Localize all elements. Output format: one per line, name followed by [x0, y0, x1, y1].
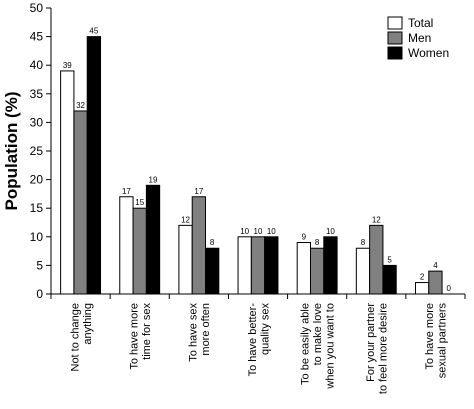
category-label: To have more time for sex — [128, 303, 153, 370]
category-label-line: more often — [200, 303, 212, 356]
data-label: 8 — [361, 238, 366, 247]
y-tick-label: 30 — [30, 115, 44, 129]
category-label-line: to feel more desire — [378, 303, 390, 394]
y-tick-label: 5 — [36, 258, 43, 272]
legend-swatch — [387, 31, 403, 45]
data-label: 0 — [447, 284, 452, 293]
data-label: 5 — [387, 255, 392, 264]
bar — [191, 196, 207, 295]
y-tick-label: 20 — [30, 173, 44, 187]
category-label: Not to change anything — [69, 303, 94, 372]
y-axis-title: Population (%) — [2, 92, 21, 211]
y-tick-label: 0 — [36, 287, 43, 301]
category-label-line: time for sex — [141, 303, 153, 360]
data-label: 10 — [254, 227, 263, 236]
bar — [309, 247, 325, 295]
data-label: 10 — [326, 227, 335, 236]
y-tick-label: 45 — [30, 30, 44, 44]
category-label: To have sex more often — [188, 303, 213, 362]
y-tick-label: 35 — [30, 87, 44, 101]
bar — [428, 270, 443, 295]
category-label-line: quality sex — [259, 303, 271, 355]
category-label-line: To have more — [424, 303, 436, 370]
bar — [323, 236, 338, 295]
bar — [73, 110, 88, 295]
data-label: 45 — [89, 27, 98, 36]
bar — [414, 282, 430, 295]
data-label: 12 — [181, 215, 190, 224]
legend-label: Women — [408, 46, 449, 60]
category-labels: Not to change anything To have more time fo… — [69, 303, 448, 395]
bar — [205, 247, 220, 295]
category-label-line: when you want to — [325, 303, 337, 390]
y-tick-label: 50 — [30, 1, 44, 15]
data-label: 12 — [372, 215, 381, 224]
bar — [296, 242, 311, 295]
category-label-line: sexual partners — [437, 303, 449, 379]
data-label: 2 — [420, 273, 425, 282]
legend-swatch — [387, 16, 403, 30]
category-label-line: Not to change — [69, 303, 81, 372]
bar — [86, 36, 102, 295]
y-tick-label: 25 — [30, 144, 44, 158]
legend-label: Total — [408, 16, 433, 30]
data-label: 8 — [210, 238, 215, 247]
data-label: 10 — [240, 227, 249, 236]
y-tick-label: 40 — [30, 58, 44, 72]
category-label-line: anything — [82, 303, 94, 345]
bar — [237, 236, 252, 295]
bar — [382, 264, 397, 295]
y-tick-label: 15 — [30, 201, 44, 215]
category-label-line: For your partner — [365, 303, 377, 382]
legend-label: Men — [408, 31, 431, 45]
data-label: 15 — [135, 198, 144, 207]
bar — [60, 70, 75, 295]
category-label: For your partner to feel more desire — [365, 303, 390, 394]
data-label: 39 — [63, 61, 72, 70]
data-label: 10 — [267, 227, 276, 236]
data-label: 9 — [302, 233, 307, 242]
category-label: To have more sexual partners — [424, 303, 449, 379]
bar — [355, 247, 371, 295]
bars — [60, 36, 443, 295]
bar — [250, 236, 266, 295]
bar — [132, 207, 147, 295]
category-label-line: To have more — [128, 303, 140, 370]
category-label-line: To have sex — [188, 303, 200, 362]
legend-swatch — [387, 46, 403, 60]
data-label: 32 — [76, 101, 85, 110]
category-label-line: To have better- — [247, 303, 259, 377]
data-label: 8 — [315, 238, 320, 247]
bar — [145, 184, 161, 295]
y-tick-label: 10 — [30, 230, 44, 244]
category-label: To have better-quality sex — [247, 303, 272, 377]
category-label-line: To be easily able — [300, 303, 312, 385]
bar — [119, 196, 134, 295]
category-label: To be easily able to make love when you wa… — [300, 303, 337, 390]
category-label-line: to make love — [312, 303, 324, 365]
bar — [178, 224, 193, 295]
bar — [369, 224, 384, 295]
data-label: 19 — [149, 175, 158, 184]
data-label: 17 — [122, 187, 131, 196]
bar — [264, 236, 279, 295]
data-label: 17 — [194, 187, 203, 196]
data-label: 4 — [433, 261, 438, 270]
